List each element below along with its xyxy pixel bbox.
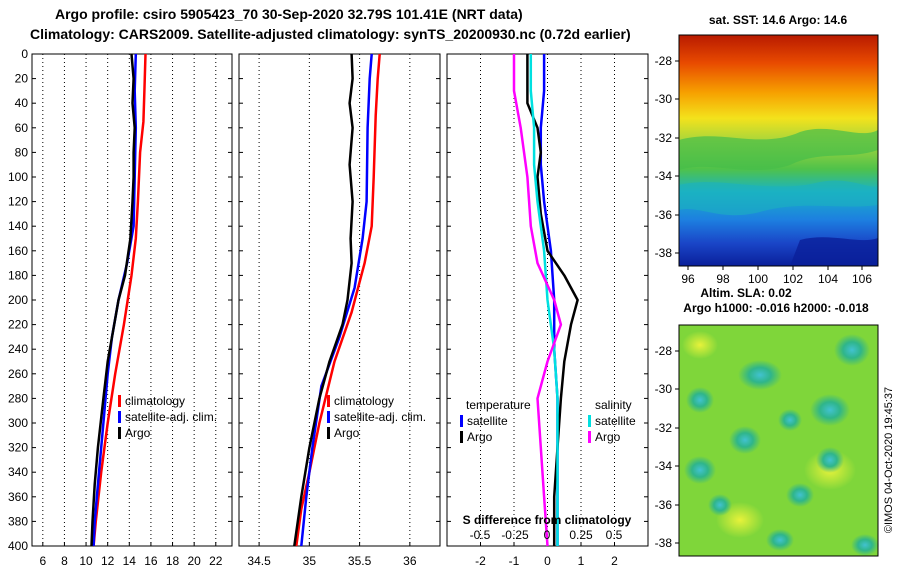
title-line-1: Argo profile: csiro 5905423_70 30-Sep-20… bbox=[55, 6, 523, 22]
x-tick-label: 22 bbox=[209, 554, 223, 568]
series-line bbox=[90, 53, 136, 547]
salinity-tick-label: 0 bbox=[544, 528, 551, 542]
x-tick-label: 34.5 bbox=[247, 554, 271, 568]
x-tick-label: 20 bbox=[187, 554, 201, 568]
depth-tick-label: 40 bbox=[15, 96, 29, 110]
legend-swatch bbox=[118, 427, 121, 439]
depth-tick-label: 360 bbox=[8, 490, 28, 504]
legend-swatch bbox=[588, 415, 591, 427]
salinity-tick-label: -0.25 bbox=[501, 528, 529, 542]
x-tick-label: 1 bbox=[578, 554, 585, 568]
x-tick-label: 18 bbox=[166, 554, 180, 568]
legend-swatch bbox=[460, 415, 463, 427]
x-tick-label: 6 bbox=[39, 554, 46, 568]
plot-frame bbox=[31, 53, 233, 547]
depth-tick-label: 60 bbox=[15, 121, 29, 135]
series-line bbox=[529, 54, 559, 546]
depth-tick-label: 120 bbox=[8, 195, 28, 209]
legend-swatch bbox=[460, 431, 463, 443]
legend-swatch bbox=[327, 411, 330, 423]
depth-tick-label: 140 bbox=[8, 219, 28, 233]
series-line bbox=[300, 53, 373, 547]
depth-tick-label: 20 bbox=[15, 72, 29, 86]
title-line-2: Climatology: CARS2009. Satellite-adjuste… bbox=[30, 26, 631, 42]
x-tick-label: 36 bbox=[403, 554, 417, 568]
depth-tick-label: 320 bbox=[8, 441, 28, 455]
legend-label: Argo bbox=[334, 426, 360, 440]
legend-label: satellite bbox=[467, 414, 508, 428]
legend-label: Argo bbox=[467, 430, 493, 444]
depth-tick-label: 240 bbox=[8, 342, 28, 356]
legend-swatch bbox=[118, 411, 121, 423]
x-tick-label: 12 bbox=[101, 554, 115, 568]
legend-swatch bbox=[118, 395, 121, 407]
legend-label: climatology bbox=[125, 394, 185, 408]
depth-tick-label: 220 bbox=[8, 318, 28, 332]
x-tick-label: 2 bbox=[611, 554, 618, 568]
x-tick-label: 10 bbox=[79, 554, 93, 568]
x-tick-label: -2 bbox=[475, 554, 486, 568]
salinity-axis-title: S difference from climatology bbox=[463, 513, 632, 527]
legend-label: satellite-adj. clim. bbox=[334, 410, 426, 424]
depth-tick-label: 100 bbox=[8, 170, 28, 184]
legend-header: temperature bbox=[466, 398, 531, 412]
depth-tick-label: 0 bbox=[21, 47, 28, 61]
depth-tick-label: 260 bbox=[8, 367, 28, 381]
series-line bbox=[512, 54, 563, 547]
x-tick-label: -1 bbox=[509, 554, 520, 568]
salinity-tick-label: -0.5 bbox=[470, 528, 491, 542]
legend-swatch bbox=[327, 427, 330, 439]
depth-tick-label: 340 bbox=[8, 465, 28, 479]
series-line bbox=[92, 53, 147, 547]
legend-label: satellite-adj. clim. bbox=[125, 410, 217, 424]
depth-tick-label: 160 bbox=[8, 244, 28, 258]
x-tick-label: 35.5 bbox=[348, 554, 372, 568]
depth-tick-label: 380 bbox=[8, 514, 28, 528]
depth-tick-label: 180 bbox=[8, 268, 28, 282]
x-tick-label: 14 bbox=[123, 554, 137, 568]
series-line bbox=[293, 53, 354, 547]
legend-swatch bbox=[327, 395, 330, 407]
x-tick-label: 8 bbox=[61, 554, 68, 568]
salinity-tick-label: 0.25 bbox=[569, 528, 593, 542]
depth-tick-label: 200 bbox=[8, 293, 28, 307]
x-tick-label: 16 bbox=[144, 554, 158, 568]
legend-label: climatology bbox=[334, 394, 394, 408]
x-tick-label: 35 bbox=[303, 554, 317, 568]
plot-frame bbox=[238, 53, 441, 547]
legend-label: satellite bbox=[595, 414, 636, 428]
depth-tick-label: 400 bbox=[8, 539, 28, 553]
legend-swatch bbox=[588, 431, 591, 443]
legend-header: salinity bbox=[595, 398, 632, 412]
salinity-tick-label: 0.5 bbox=[606, 528, 623, 542]
x-tick-label: 0 bbox=[544, 554, 551, 568]
legend-label: Argo bbox=[125, 426, 151, 440]
depth-tick-label: 300 bbox=[8, 416, 28, 430]
depth-tick-label: 280 bbox=[8, 391, 28, 405]
legend-label: Argo bbox=[595, 430, 621, 444]
depth-tick-label: 80 bbox=[15, 145, 29, 159]
